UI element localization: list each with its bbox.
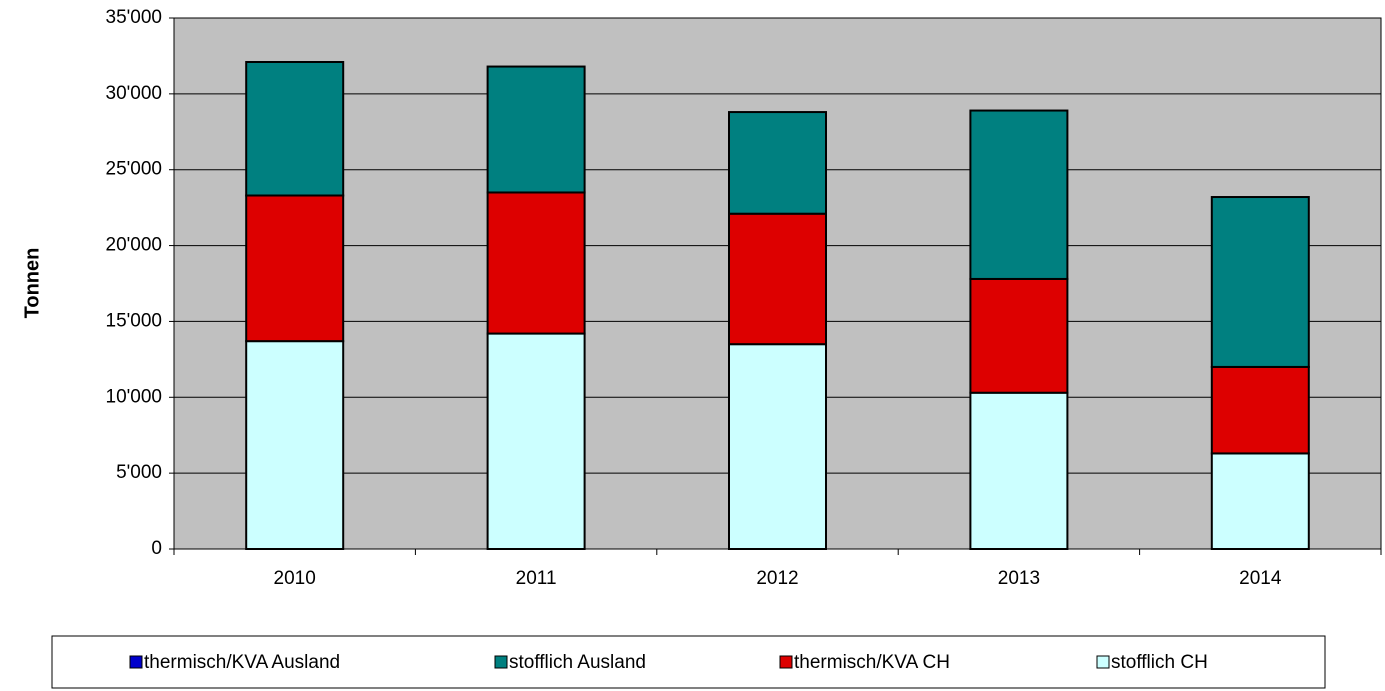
bar-segment [728,343,827,550]
bar-segment [1210,365,1310,455]
x-tick-label: 2011 [516,568,557,589]
legend-swatch [494,655,508,669]
bar-segment [486,65,586,194]
y-tick-label: 25'000 [106,159,162,180]
bar-segment [486,332,586,550]
y-tick-label: 35'000 [106,7,162,28]
bar-segment [1210,196,1310,368]
y-tick-label: 0 [151,538,162,559]
bar-segment [969,277,1069,394]
legend-label: stofflich Ausland [509,652,646,673]
bar-segment [1210,452,1310,551]
legend-swatch [779,655,793,669]
bar-segment [969,391,1069,550]
y-tick-label: 10'000 [106,386,162,407]
legend-label: stofflich CH [1111,652,1208,673]
x-tick-label: 2013 [998,568,1040,589]
y-tick-label: 30'000 [106,83,162,104]
y-tick-label: 5'000 [116,462,162,483]
bar-segment [728,111,827,215]
bar-segment [245,60,345,197]
legend-swatch [1096,655,1110,669]
x-tick-label: 2012 [756,568,798,589]
legend-swatch [129,655,143,669]
x-tick-label: 2010 [274,568,316,589]
bar-segment [728,212,827,346]
bar-segment [245,340,345,550]
bar-segment [969,109,1069,280]
y-tick-label: 15'000 [106,310,162,331]
bar-segment [245,194,345,343]
legend-label: thermisch/KVA Ausland [144,652,340,673]
legend-label: thermisch/KVA CH [794,652,950,673]
x-tick-label: 2014 [1239,568,1282,589]
legend-box [51,635,1326,689]
y-axis-label: Tonnen [21,248,43,319]
y-tick-label: 20'000 [106,235,162,256]
bar-segment [486,191,586,335]
